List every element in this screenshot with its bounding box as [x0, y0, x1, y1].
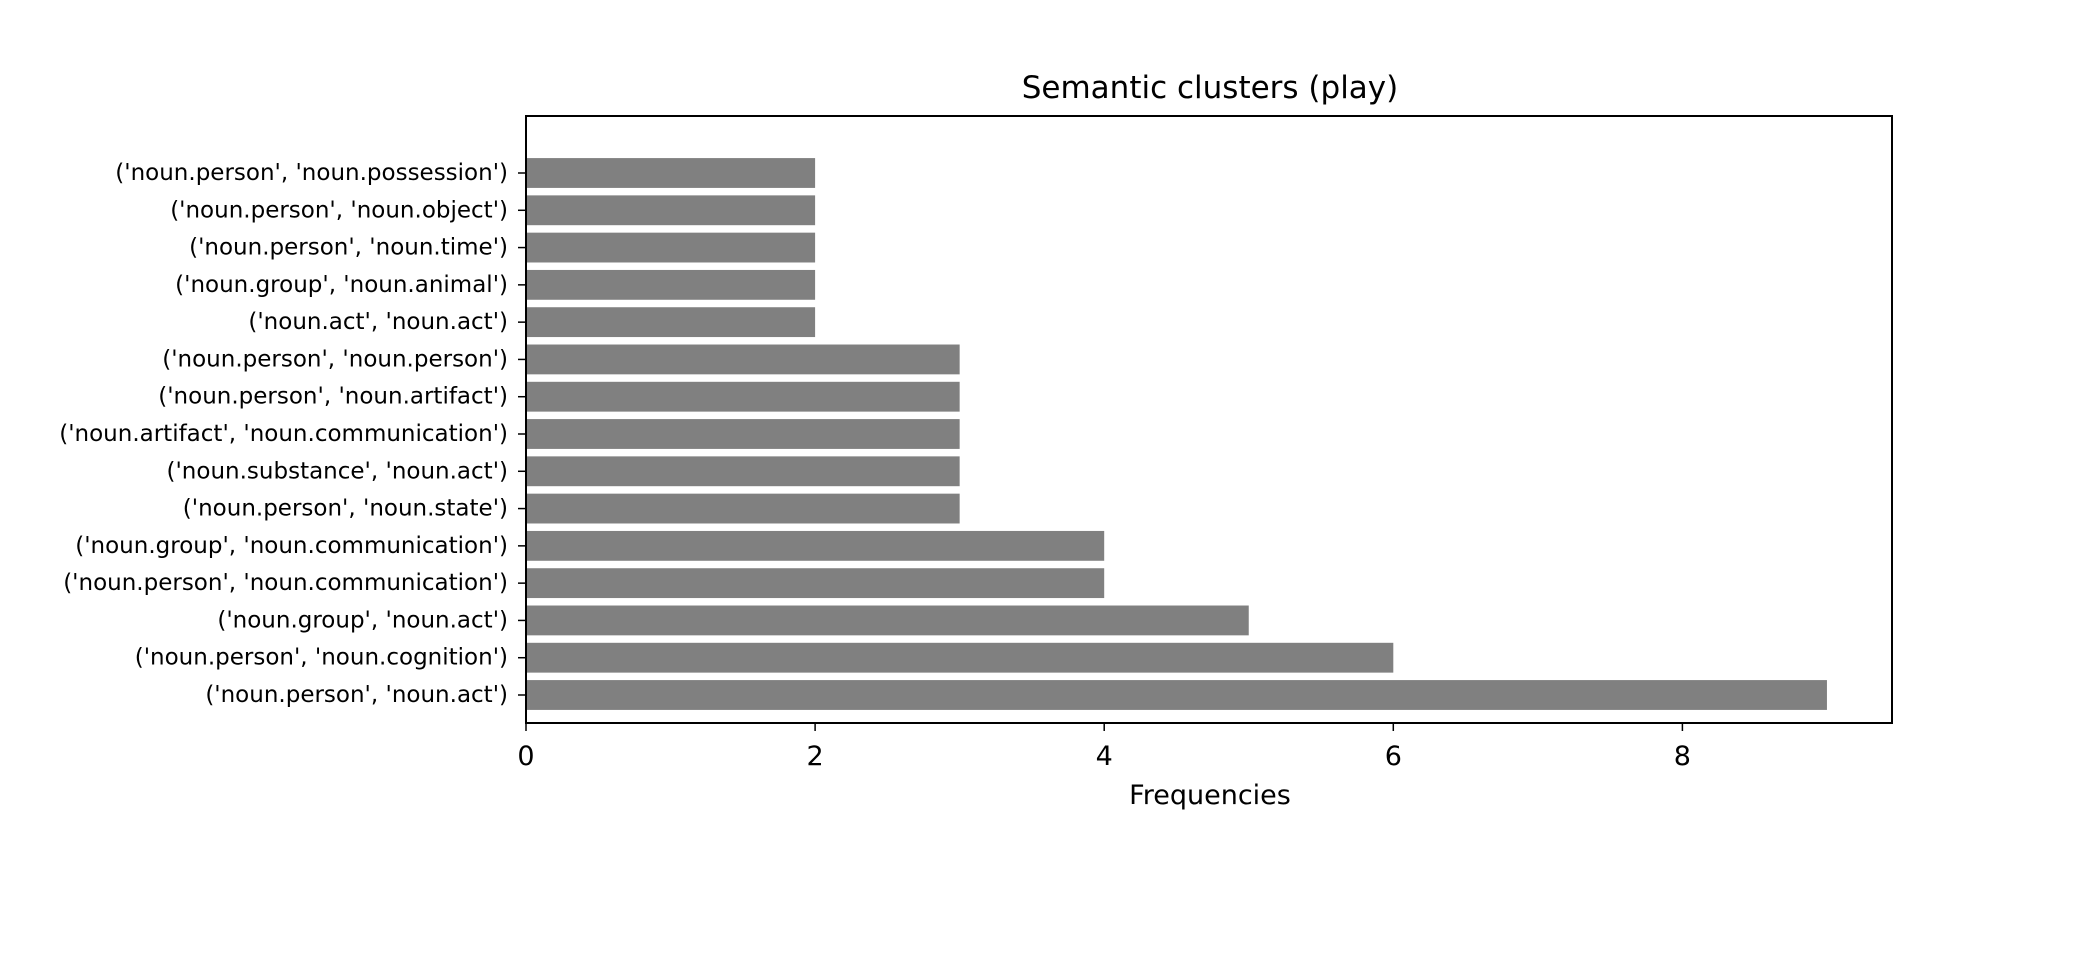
- y-tick-label: ('noun.person', 'noun.artifact'): [158, 384, 508, 410]
- bar: [526, 456, 960, 487]
- bar: [526, 269, 816, 300]
- y-tick-label: ('noun.person', 'noun.cognition'): [135, 645, 508, 671]
- x-tick-label: 4: [1096, 741, 1113, 772]
- x-axis-ticks: 0 2 4 6 8: [517, 723, 1691, 772]
- y-tick-label: ('noun.person', 'noun.possession'): [115, 160, 508, 186]
- y-tick-label: ('noun.substance', 'noun.act'): [167, 458, 508, 484]
- y-tick-label: ('noun.act', 'noun.act'): [248, 309, 508, 335]
- bar: [526, 307, 816, 338]
- x-tick-label: 2: [807, 741, 824, 772]
- bar: [526, 158, 816, 188]
- bar: [526, 493, 960, 524]
- bars-group: [526, 158, 1827, 710]
- y-axis-ticks: ('noun.person', 'noun.act') ('noun.person…: [59, 160, 526, 708]
- y-tick-label: ('noun.group', 'noun.communication'): [75, 533, 508, 559]
- x-axis-label: Frequencies: [1129, 780, 1291, 811]
- bar: [526, 195, 816, 226]
- bar: [526, 419, 960, 449]
- bar: [526, 344, 960, 375]
- x-tick-label: 8: [1674, 741, 1691, 772]
- y-tick-label: ('noun.person', 'noun.person'): [162, 346, 508, 372]
- bar: [526, 381, 960, 412]
- bar: [526, 530, 1105, 561]
- y-tick-label: ('noun.group', 'noun.act'): [217, 607, 508, 633]
- y-tick-label: ('noun.artifact', 'noun.communication'): [59, 421, 508, 447]
- bar: [526, 680, 1827, 710]
- chart-title: Semantic clusters (play): [1022, 70, 1399, 106]
- y-tick-label: ('noun.person', 'noun.time'): [189, 235, 508, 261]
- y-tick-label: ('noun.person', 'noun.object'): [170, 197, 508, 223]
- bar: [526, 642, 1394, 673]
- y-tick-label: ('noun.person', 'noun.state'): [183, 496, 508, 522]
- y-tick-label: ('noun.person', 'noun.act'): [205, 682, 508, 708]
- bar: [526, 568, 1105, 599]
- plot-frame: [525, 115, 1893, 724]
- x-tick-label: 6: [1385, 741, 1402, 772]
- bar: [526, 232, 816, 263]
- y-tick-label: ('noun.person', 'noun.communication'): [63, 570, 508, 596]
- bar: [526, 605, 1249, 636]
- x-tick-label: 0: [517, 741, 534, 772]
- y-tick-label: ('noun.group', 'noun.animal'): [175, 272, 508, 298]
